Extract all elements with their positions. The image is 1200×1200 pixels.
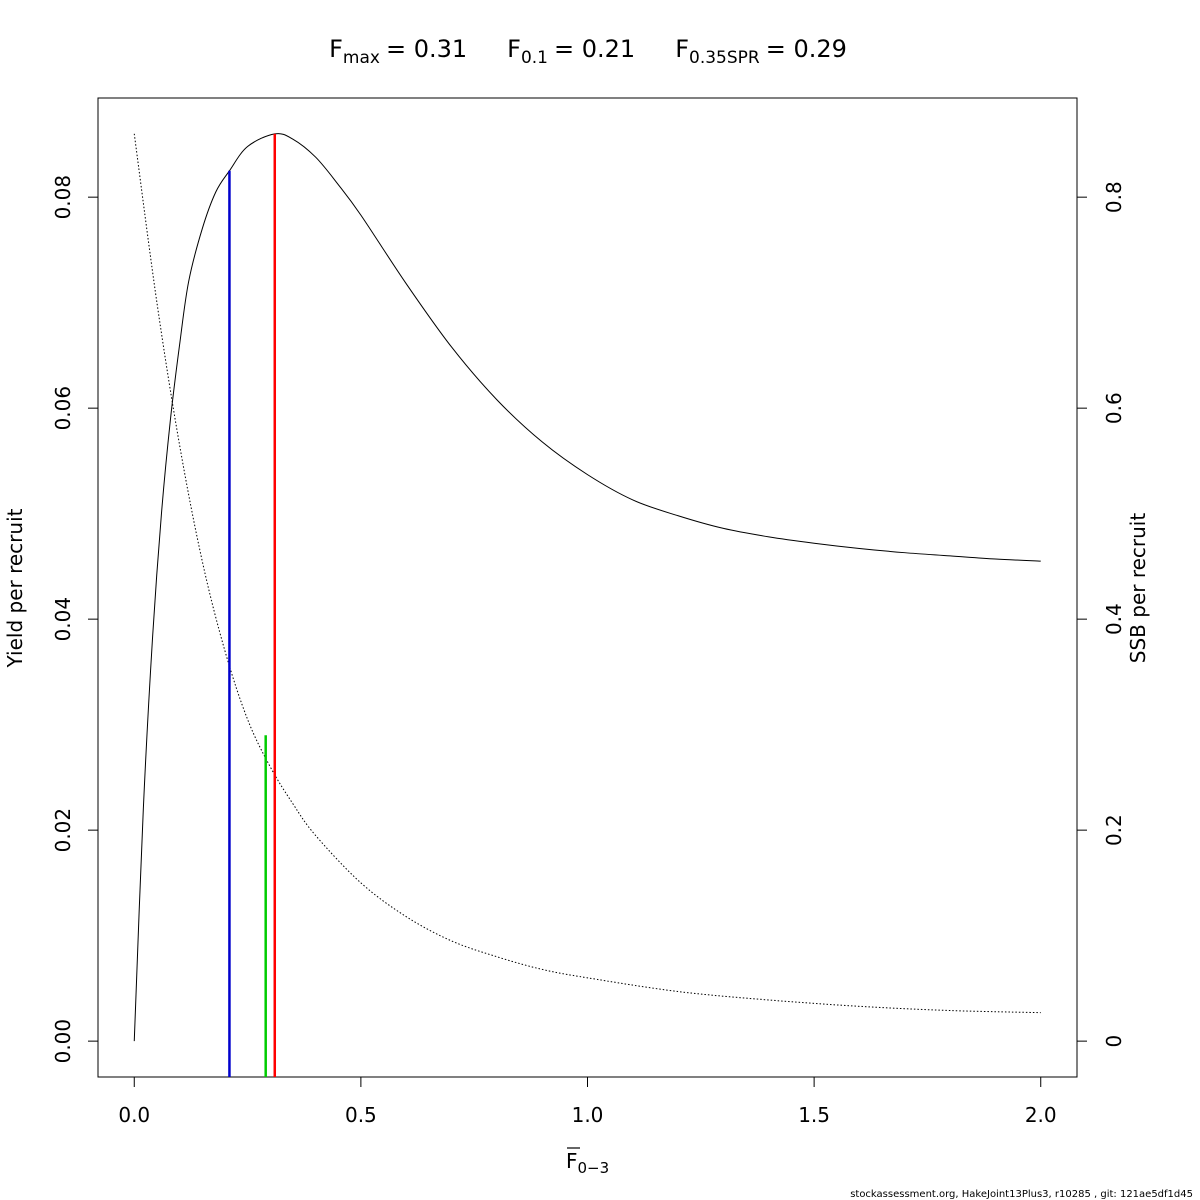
plot-frame bbox=[97, 97, 1078, 1078]
x-tick-label: 1.0 bbox=[572, 1103, 604, 1127]
curves bbox=[133, 133, 1041, 1042]
x-axis-label: F0−3 bbox=[566, 1147, 609, 1177]
y-left-tick-label: 0.04 bbox=[51, 597, 75, 642]
title-f01-value: = 0.21 bbox=[554, 35, 635, 63]
y-axis-label-left: Yield per recruit bbox=[3, 508, 27, 668]
yield-curve bbox=[133, 133, 1041, 1042]
title-fmax-base: F bbox=[329, 35, 343, 63]
y-right-tick-label: 0.2 bbox=[1102, 814, 1126, 846]
x-tick-label: 0.0 bbox=[118, 1103, 150, 1127]
axes: 0.0 0.5 1.0 1.5 2.0 0.00 0.02 0.04 0.06 0.08 0 0.2 0… bbox=[51, 175, 1126, 1127]
y-left-tick-label: 0.08 bbox=[51, 175, 75, 220]
x-label-base: F bbox=[566, 1149, 578, 1173]
title-fspr-sub: 0.35SPR bbox=[689, 48, 760, 68]
y-right-tick-label: 0.6 bbox=[1102, 392, 1126, 424]
title-fmax-value: = 0.31 bbox=[386, 35, 467, 63]
x-label-sub: 0−3 bbox=[578, 1159, 610, 1177]
y-right-tick-label: 0 bbox=[1102, 1035, 1126, 1048]
title-f01-base: F bbox=[507, 35, 521, 63]
y-right-tick-label: 0.4 bbox=[1102, 603, 1126, 635]
title-fspr-base: F bbox=[675, 35, 689, 63]
reference-lines bbox=[228, 133, 277, 1077]
y-left-tick-label: 0.00 bbox=[51, 1019, 75, 1064]
y-left-tick-label: 0.02 bbox=[51, 808, 75, 853]
y-left-tick-label: 0.06 bbox=[51, 386, 75, 431]
svg-text:F0−3: F0−3 bbox=[566, 1149, 609, 1177]
title-f01-sub: 0.1 bbox=[521, 48, 548, 68]
x-tick-label: 0.5 bbox=[345, 1103, 377, 1127]
y-axis-label-right: SSB per recruit bbox=[1126, 513, 1150, 664]
title-fspr-value: = 0.29 bbox=[766, 35, 847, 63]
footer-source: stockassessment.org, HakeJoint13Plus3, r… bbox=[850, 1189, 1193, 1200]
x-tick-label: 1.5 bbox=[798, 1103, 830, 1127]
title-fmax-sub: max bbox=[343, 48, 380, 68]
ssb-curve bbox=[133, 133, 1041, 1014]
x-tick-label: 2.0 bbox=[1025, 1103, 1057, 1127]
chart-title: Fmax = 0.31 F0.1 = 0.21 F0.35SPR = 0.29 bbox=[329, 35, 847, 68]
y-right-tick-label: 0.8 bbox=[1102, 181, 1126, 213]
